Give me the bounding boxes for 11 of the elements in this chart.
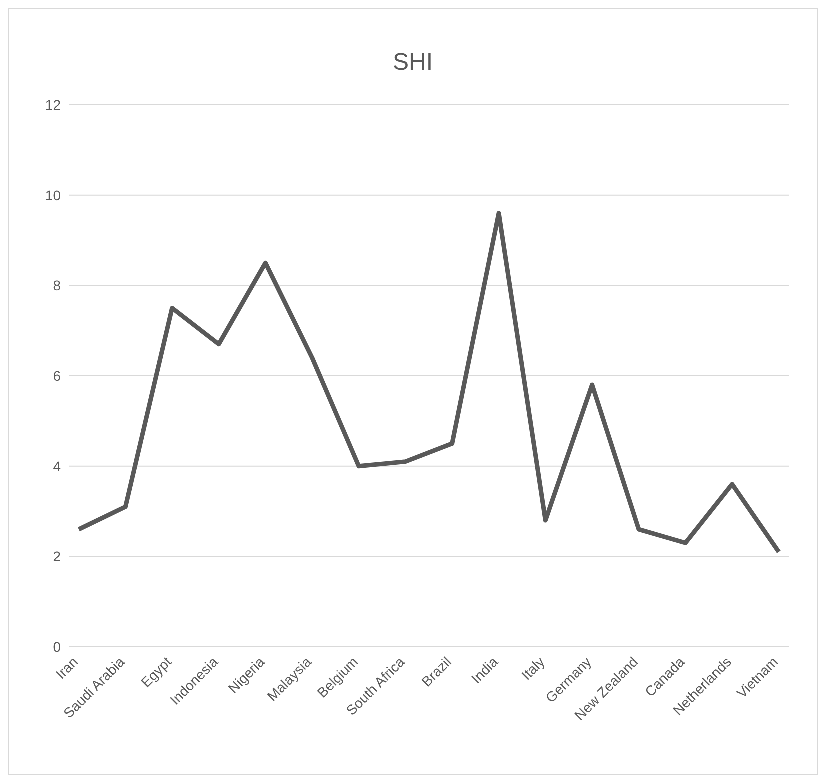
y-tick-label: 8 xyxy=(53,278,62,294)
x-tick-label: Italy xyxy=(518,654,548,684)
x-tick-label: Iran xyxy=(52,654,82,682)
y-tick-label: 6 xyxy=(53,368,62,384)
line-series xyxy=(76,211,782,554)
y-tick-label: 10 xyxy=(45,187,62,204)
y-tick-label: 4 xyxy=(53,458,62,474)
chart-title: SHI xyxy=(392,49,434,77)
y-tick-label: 12 xyxy=(45,96,62,113)
y-tick-label: 2 xyxy=(53,548,62,565)
y-tick-label: 0 xyxy=(53,638,62,655)
